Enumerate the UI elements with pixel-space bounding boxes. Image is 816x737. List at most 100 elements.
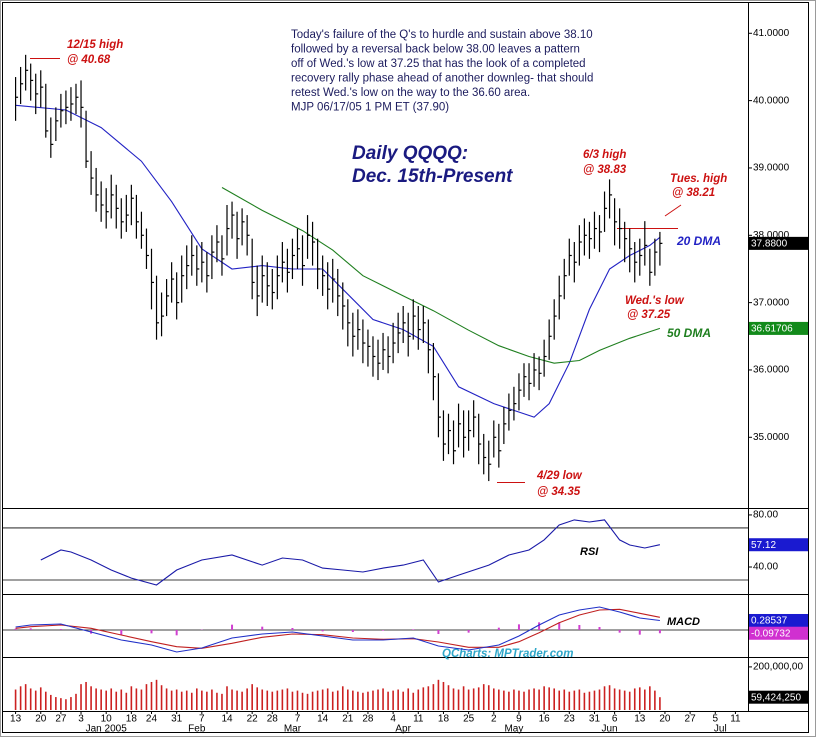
volume-bar (135, 688, 138, 710)
volume-bar (70, 697, 72, 710)
value-tag (749, 321, 808, 335)
volume-bar (180, 691, 183, 710)
volume-bar (518, 690, 520, 710)
volume-bar (105, 690, 107, 710)
volume-bar (397, 689, 399, 710)
volume-bar (266, 690, 269, 710)
volume-bar (367, 691, 369, 710)
volume-bar (19, 686, 22, 710)
volume-bar (583, 692, 586, 710)
histogram-bar (59, 629, 62, 630)
volume-bar (487, 685, 490, 710)
volume-bar (296, 690, 299, 710)
x-tick-label: 31 (589, 714, 601, 725)
x-tick-label: 24 (146, 714, 158, 725)
y-tick-label: 39.0000 (753, 163, 790, 174)
volume-bar (523, 691, 525, 710)
volume-bar (44, 691, 47, 710)
x-tick-label: 10 (101, 714, 113, 725)
volume-bar (236, 690, 238, 710)
volume-bar (50, 694, 52, 710)
volume-bar (185, 690, 188, 710)
volume-bar (593, 690, 596, 710)
volume-bar (120, 689, 123, 710)
commentary: Today's failure of the Q's to hurdle and… (291, 29, 593, 114)
indicator-line (15, 606, 660, 653)
volume-bar (533, 688, 535, 710)
histogram-bar (120, 630, 123, 635)
x-tick-label: 20 (659, 714, 671, 725)
x-tick-label: 18 (126, 714, 138, 725)
volume-bar (513, 689, 515, 710)
volume-bar (14, 689, 17, 710)
histogram-bar (175, 630, 178, 636)
volume-bar (196, 688, 198, 710)
volume-bar (613, 688, 616, 710)
value-tag-label: 0.28537 (751, 616, 788, 627)
annotation: 12/15 high (67, 39, 123, 51)
month-label: Jul (714, 724, 727, 735)
volume-bar (160, 685, 163, 710)
annotation-line (664, 204, 682, 217)
y-tick-label: 36.0000 (753, 365, 790, 376)
volume-bar (628, 691, 631, 710)
month-label: Apr (395, 724, 411, 735)
volume-bar (115, 691, 118, 710)
volume-bar (201, 690, 203, 710)
x-tick-label: 25 (463, 714, 475, 725)
commentary-line: Today's failure of the Q's to hurdle and… (291, 29, 593, 41)
volume-bar (352, 690, 354, 710)
month-label: Feb (188, 724, 206, 735)
x-tick-label: 16 (539, 714, 551, 725)
volume-bar (598, 689, 601, 710)
x-tick-label: 21 (342, 714, 354, 725)
volume-bar (437, 679, 440, 710)
volume-bar (221, 693, 223, 710)
volume-bar (392, 690, 394, 710)
x-tick-label: 5 (712, 714, 718, 725)
volume-bar (573, 690, 576, 710)
volume-bar (492, 688, 495, 710)
volume-bar (578, 689, 581, 710)
volume-bar (316, 690, 319, 710)
volume-bar (412, 692, 415, 710)
volume-bar (477, 687, 480, 710)
x-tick-label: 18 (438, 714, 450, 725)
annotation: @ 34.35 (537, 486, 581, 498)
volume-bar (341, 686, 344, 710)
x-tick-label: 23 (564, 714, 576, 725)
volume-bar (306, 693, 309, 710)
x-tick-label: 28 (362, 714, 374, 725)
volume-bar (382, 688, 384, 710)
volume-bar (357, 691, 359, 710)
volume-bar (170, 690, 173, 710)
x-tick-label: 31 (171, 714, 183, 725)
value-tag-label: 36.61706 (751, 324, 793, 335)
y-tick-label: 200,000,00 (753, 662, 803, 673)
histogram-bar (497, 627, 500, 630)
volume-bar (638, 687, 641, 710)
annotation: 6/3 high (583, 149, 626, 161)
annotations: 12/15 high @ 40.68 6/3 high @ 38.83 Tues… (30, 39, 727, 498)
volume-bar (130, 686, 133, 710)
y-tick-label: 37.0000 (753, 297, 790, 308)
chart-subtitle: Dec. 15th-Present (352, 166, 513, 187)
x-tick-label: 14 (221, 714, 233, 725)
histogram-bar (598, 627, 601, 630)
annotation: @ 40.68 (67, 54, 111, 66)
annotation: Wed.'s low (625, 295, 685, 307)
volume-bar (472, 688, 475, 710)
volume-bar (568, 691, 571, 710)
volume-bar (39, 687, 42, 710)
volume-bar (256, 687, 259, 710)
x-tick-label: 9 (516, 714, 522, 725)
commentary-line: followed by a reversal back below 38.00 … (291, 44, 580, 56)
volume-bar (261, 689, 264, 710)
histogram-bar (231, 624, 234, 630)
histogram-bar (261, 626, 264, 630)
volume-bar (482, 684, 485, 710)
volume-bar (422, 687, 425, 710)
x-tick-label: 22 (247, 714, 259, 725)
